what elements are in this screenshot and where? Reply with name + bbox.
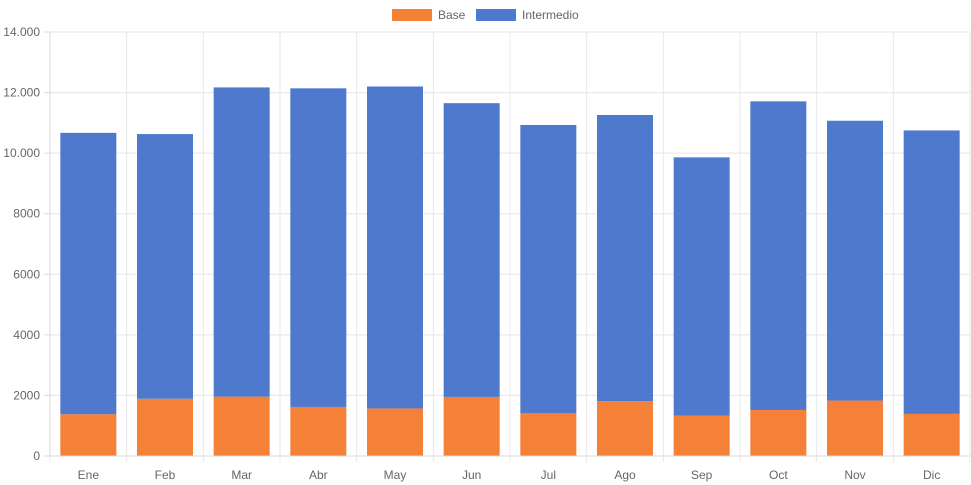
bar-intermedio-dic <box>903 130 960 414</box>
axes-layer: 0 2000 4000 6000 8000 10.000 12.000 14.000 Ene Fe… <box>3 25 970 482</box>
legend-swatch-base <box>392 9 432 21</box>
bar-intermedio-may <box>367 86 423 409</box>
y-tick-label: 12.000 <box>3 86 40 100</box>
x-tick-label: Ago <box>614 468 636 482</box>
bar-base-jul <box>520 412 577 456</box>
bar-base-jun <box>443 396 500 456</box>
legend-label-base: Base <box>438 8 466 22</box>
bar-intermedio-ago <box>597 114 653 402</box>
y-tick-label: 0 <box>33 449 40 463</box>
bar-intermedio-mar <box>213 87 270 397</box>
x-tick-label: Ene <box>78 468 100 482</box>
bar-base-feb <box>137 398 193 456</box>
x-tick-label: Jun <box>462 468 481 482</box>
y-tick-label: 10.000 <box>3 146 40 160</box>
x-tick-label: Nov <box>844 468 865 482</box>
bar-intermedio-feb <box>137 134 193 399</box>
x-tick-label: Abr <box>309 468 328 482</box>
grid-layer <box>49 31 971 462</box>
x-tick-label: Jul <box>541 468 556 482</box>
bar-intermedio-abr <box>290 88 347 407</box>
bar-base-may <box>367 408 423 456</box>
bar-intermedio-ene <box>60 132 117 415</box>
bar-base-mar <box>213 396 270 456</box>
bar-base-ago <box>597 401 653 456</box>
x-tick-label: Feb <box>155 468 176 482</box>
bar-intermedio-sep <box>673 157 730 416</box>
bar-base-dic <box>903 413 960 456</box>
x-tick-label: Dic <box>923 468 940 482</box>
bar-base-oct <box>750 409 807 456</box>
x-tick-label: May <box>384 468 407 482</box>
bar-intermedio-jul <box>520 124 577 413</box>
bar-base-nov <box>827 400 883 456</box>
bar-intermedio-jun <box>443 103 500 397</box>
y-tick-label: 6000 <box>13 267 40 281</box>
legend-swatch-intermedio <box>476 9 516 21</box>
bar-base-ene <box>60 414 117 456</box>
y-tick-label: 14.000 <box>3 25 40 39</box>
x-tick-label: Mar <box>231 468 252 482</box>
y-tick-label: 4000 <box>13 328 40 342</box>
bar-intermedio-oct <box>750 101 807 410</box>
legend-layer: Base Intermedio <box>392 8 579 22</box>
x-tick-label: Sep <box>691 468 713 482</box>
y-tick-label: 8000 <box>13 207 40 221</box>
x-tick-label: Oct <box>769 468 788 482</box>
y-tick-label: 2000 <box>13 388 40 402</box>
bars-layer <box>60 86 960 456</box>
bar-base-abr <box>290 406 347 456</box>
bar-base-sep <box>673 415 730 456</box>
bar-intermedio-nov <box>827 120 883 401</box>
legend-label-intermedio: Intermedio <box>522 8 579 22</box>
